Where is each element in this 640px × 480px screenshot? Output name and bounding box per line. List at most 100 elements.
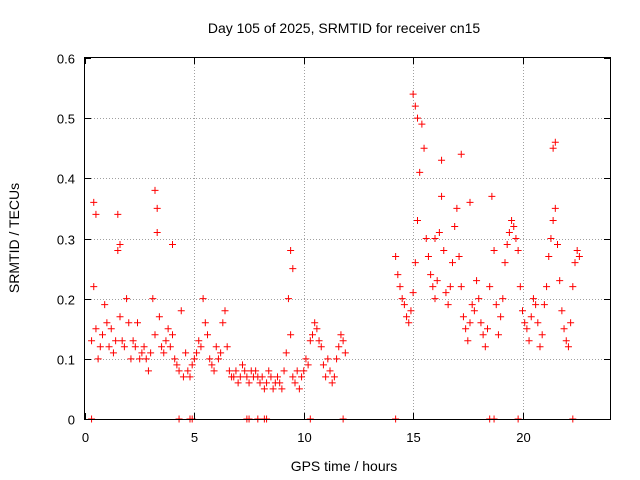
- data-point: [160, 349, 168, 357]
- data-point: [326, 367, 334, 375]
- data-point: [210, 367, 218, 375]
- data-point: [206, 355, 214, 363]
- data-point: [298, 373, 306, 381]
- data-point: [274, 373, 281, 381]
- data-point: [549, 144, 557, 152]
- data-point: [328, 379, 336, 387]
- data-point: [409, 289, 417, 297]
- data-point: [341, 349, 349, 357]
- data-point: [265, 367, 273, 375]
- data-point: [440, 247, 448, 255]
- data-point: [501, 259, 509, 267]
- data-point: [560, 325, 568, 333]
- data-point: [492, 301, 500, 309]
- data-point: [319, 361, 327, 369]
- data-point: [103, 319, 111, 327]
- y-tick-label: 0.6: [57, 52, 75, 67]
- y-tick-label: 0.1: [57, 353, 75, 368]
- data-point: [278, 385, 286, 393]
- data-point: [199, 295, 207, 303]
- data-point: [153, 228, 161, 236]
- data-point: [556, 277, 564, 285]
- data-point: [407, 307, 415, 315]
- data-point: [300, 367, 308, 375]
- data-point: [287, 331, 295, 339]
- data-point: [516, 283, 524, 291]
- data-point: [201, 319, 209, 327]
- data-point: [549, 216, 557, 224]
- data-point: [464, 337, 472, 345]
- data-point: [431, 295, 439, 303]
- data-point: [330, 373, 338, 381]
- data-point: [151, 331, 159, 339]
- data-point: [282, 349, 290, 357]
- data-point: [96, 343, 104, 351]
- data-point: [186, 373, 194, 381]
- data-point: [175, 367, 183, 375]
- data-point: [394, 271, 402, 279]
- data-point: [438, 192, 446, 200]
- data-point: [225, 367, 233, 375]
- data-point: [396, 283, 404, 291]
- data-point: [575, 253, 583, 261]
- data-point: [144, 367, 152, 375]
- data-point: [558, 307, 566, 315]
- data-point: [427, 271, 435, 279]
- data-point: [462, 325, 470, 333]
- data-point: [188, 361, 196, 369]
- data-point: [545, 253, 553, 261]
- data-point: [114, 247, 122, 255]
- data-point: [223, 343, 231, 351]
- data-point: [514, 247, 522, 255]
- data-point: [127, 355, 135, 363]
- data-point: [114, 210, 122, 218]
- data-point: [169, 331, 176, 339]
- data-point: [195, 337, 203, 345]
- data-point: [422, 235, 430, 242]
- data-point: [420, 144, 428, 152]
- data-point: [551, 138, 559, 146]
- data-point: [120, 343, 128, 351]
- data-point: [123, 295, 131, 303]
- data-point: [403, 313, 411, 321]
- data-point: [311, 319, 319, 327]
- data-point: [477, 319, 485, 327]
- data-point: [190, 355, 198, 363]
- data-point: [497, 313, 505, 321]
- data-point: [230, 373, 238, 381]
- data-point: [525, 337, 533, 345]
- data-point: [197, 343, 205, 351]
- data-point: [289, 373, 297, 381]
- chart-title: Day 105 of 2025, SRMTID for receiver cn1…: [208, 20, 481, 36]
- data-point: [470, 307, 478, 315]
- data-point: [92, 325, 100, 333]
- data-point: [147, 349, 155, 357]
- data-point: [416, 168, 424, 176]
- data-point: [508, 216, 516, 224]
- data-point: [562, 337, 570, 345]
- data-point: [162, 337, 170, 345]
- data-point: [505, 228, 513, 236]
- data-point: [99, 331, 106, 339]
- data-point: [184, 367, 192, 375]
- data-point: [534, 319, 542, 327]
- y-tick-label: 0.5: [57, 112, 75, 127]
- data-point: [125, 319, 133, 327]
- data-point: [414, 216, 421, 224]
- data-point: [523, 325, 531, 333]
- data-point: [527, 313, 535, 321]
- data-point: [451, 222, 459, 230]
- data-point: [435, 228, 443, 236]
- data-point: [116, 241, 124, 249]
- data-point: [232, 367, 240, 375]
- data-point: [457, 283, 465, 291]
- data-point: [208, 361, 216, 369]
- data-point: [519, 307, 526, 315]
- data-point: [179, 373, 187, 381]
- data-point: [571, 259, 579, 267]
- data-point: [411, 259, 419, 267]
- data-point: [457, 150, 465, 158]
- data-point: [94, 355, 102, 363]
- data-point: [263, 379, 271, 387]
- data-point: [392, 253, 400, 261]
